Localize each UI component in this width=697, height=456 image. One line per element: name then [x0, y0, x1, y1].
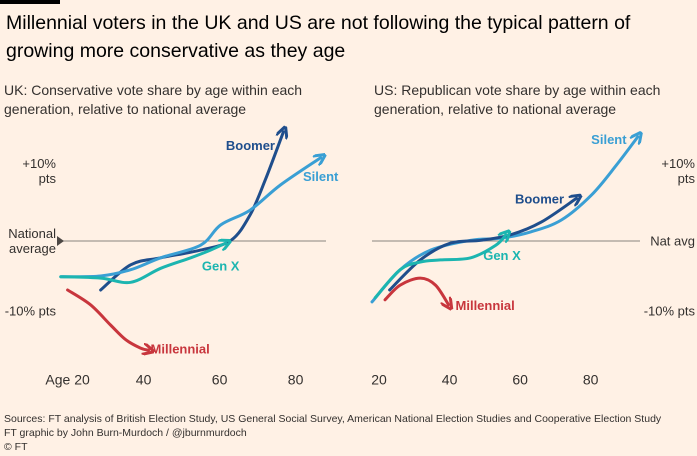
series-line — [99, 132, 284, 292]
series-line — [59, 243, 226, 285]
credit: FT graphic by John Burn-Murdoch / @jburn… — [4, 427, 247, 439]
series-line — [383, 276, 448, 305]
x-tick-label: 80 — [583, 372, 599, 388]
y-tick-label: +10% pts — [661, 156, 695, 186]
x-tick-label: 40 — [442, 372, 458, 388]
series-label: Millennial — [151, 342, 210, 357]
series-line — [373, 235, 506, 300]
series-label: Boomer — [515, 192, 564, 207]
panel-title: US: Republican vote share by age within … — [374, 82, 661, 117]
brand-bar — [0, 0, 60, 4]
copyright: © FT — [4, 441, 28, 453]
panel-title: UK: Conservative vote share by age withi… — [4, 82, 303, 117]
x-tick-label: 20 — [371, 372, 387, 388]
x-tick-label: 60 — [212, 372, 228, 388]
y-tick-label: -10% pts — [643, 303, 695, 319]
y-tick-label: Nat avg — [650, 233, 695, 249]
series-line — [59, 158, 321, 279]
y-tick-label: -10% pts — [4, 303, 56, 319]
series-label: Boomer — [226, 138, 275, 153]
source: Sources: FT analysis of British Election… — [4, 413, 662, 425]
footer: Sources: FT analysis of British Election… — [4, 412, 661, 454]
series-label: Silent — [303, 169, 339, 184]
series-line — [370, 137, 638, 304]
x-tick-label: 80 — [288, 372, 304, 388]
chart-title: Millennial voters in the UK and US are n… — [6, 12, 631, 62]
series-line — [388, 198, 577, 292]
y-tick-label: National average — [8, 226, 56, 256]
x-tick-label: 60 — [512, 372, 528, 388]
series-label: Millennial — [456, 298, 515, 313]
series-label: Gen X — [483, 248, 521, 263]
series-label: Gen X — [202, 259, 240, 274]
series-label: Silent — [591, 132, 627, 147]
x-tick-label: Age 20 — [45, 372, 90, 388]
y-tick-label: +10% pts — [22, 156, 56, 186]
x-tick-label: 40 — [136, 372, 152, 388]
reference-marker — [57, 236, 64, 246]
series-line — [66, 288, 149, 350]
